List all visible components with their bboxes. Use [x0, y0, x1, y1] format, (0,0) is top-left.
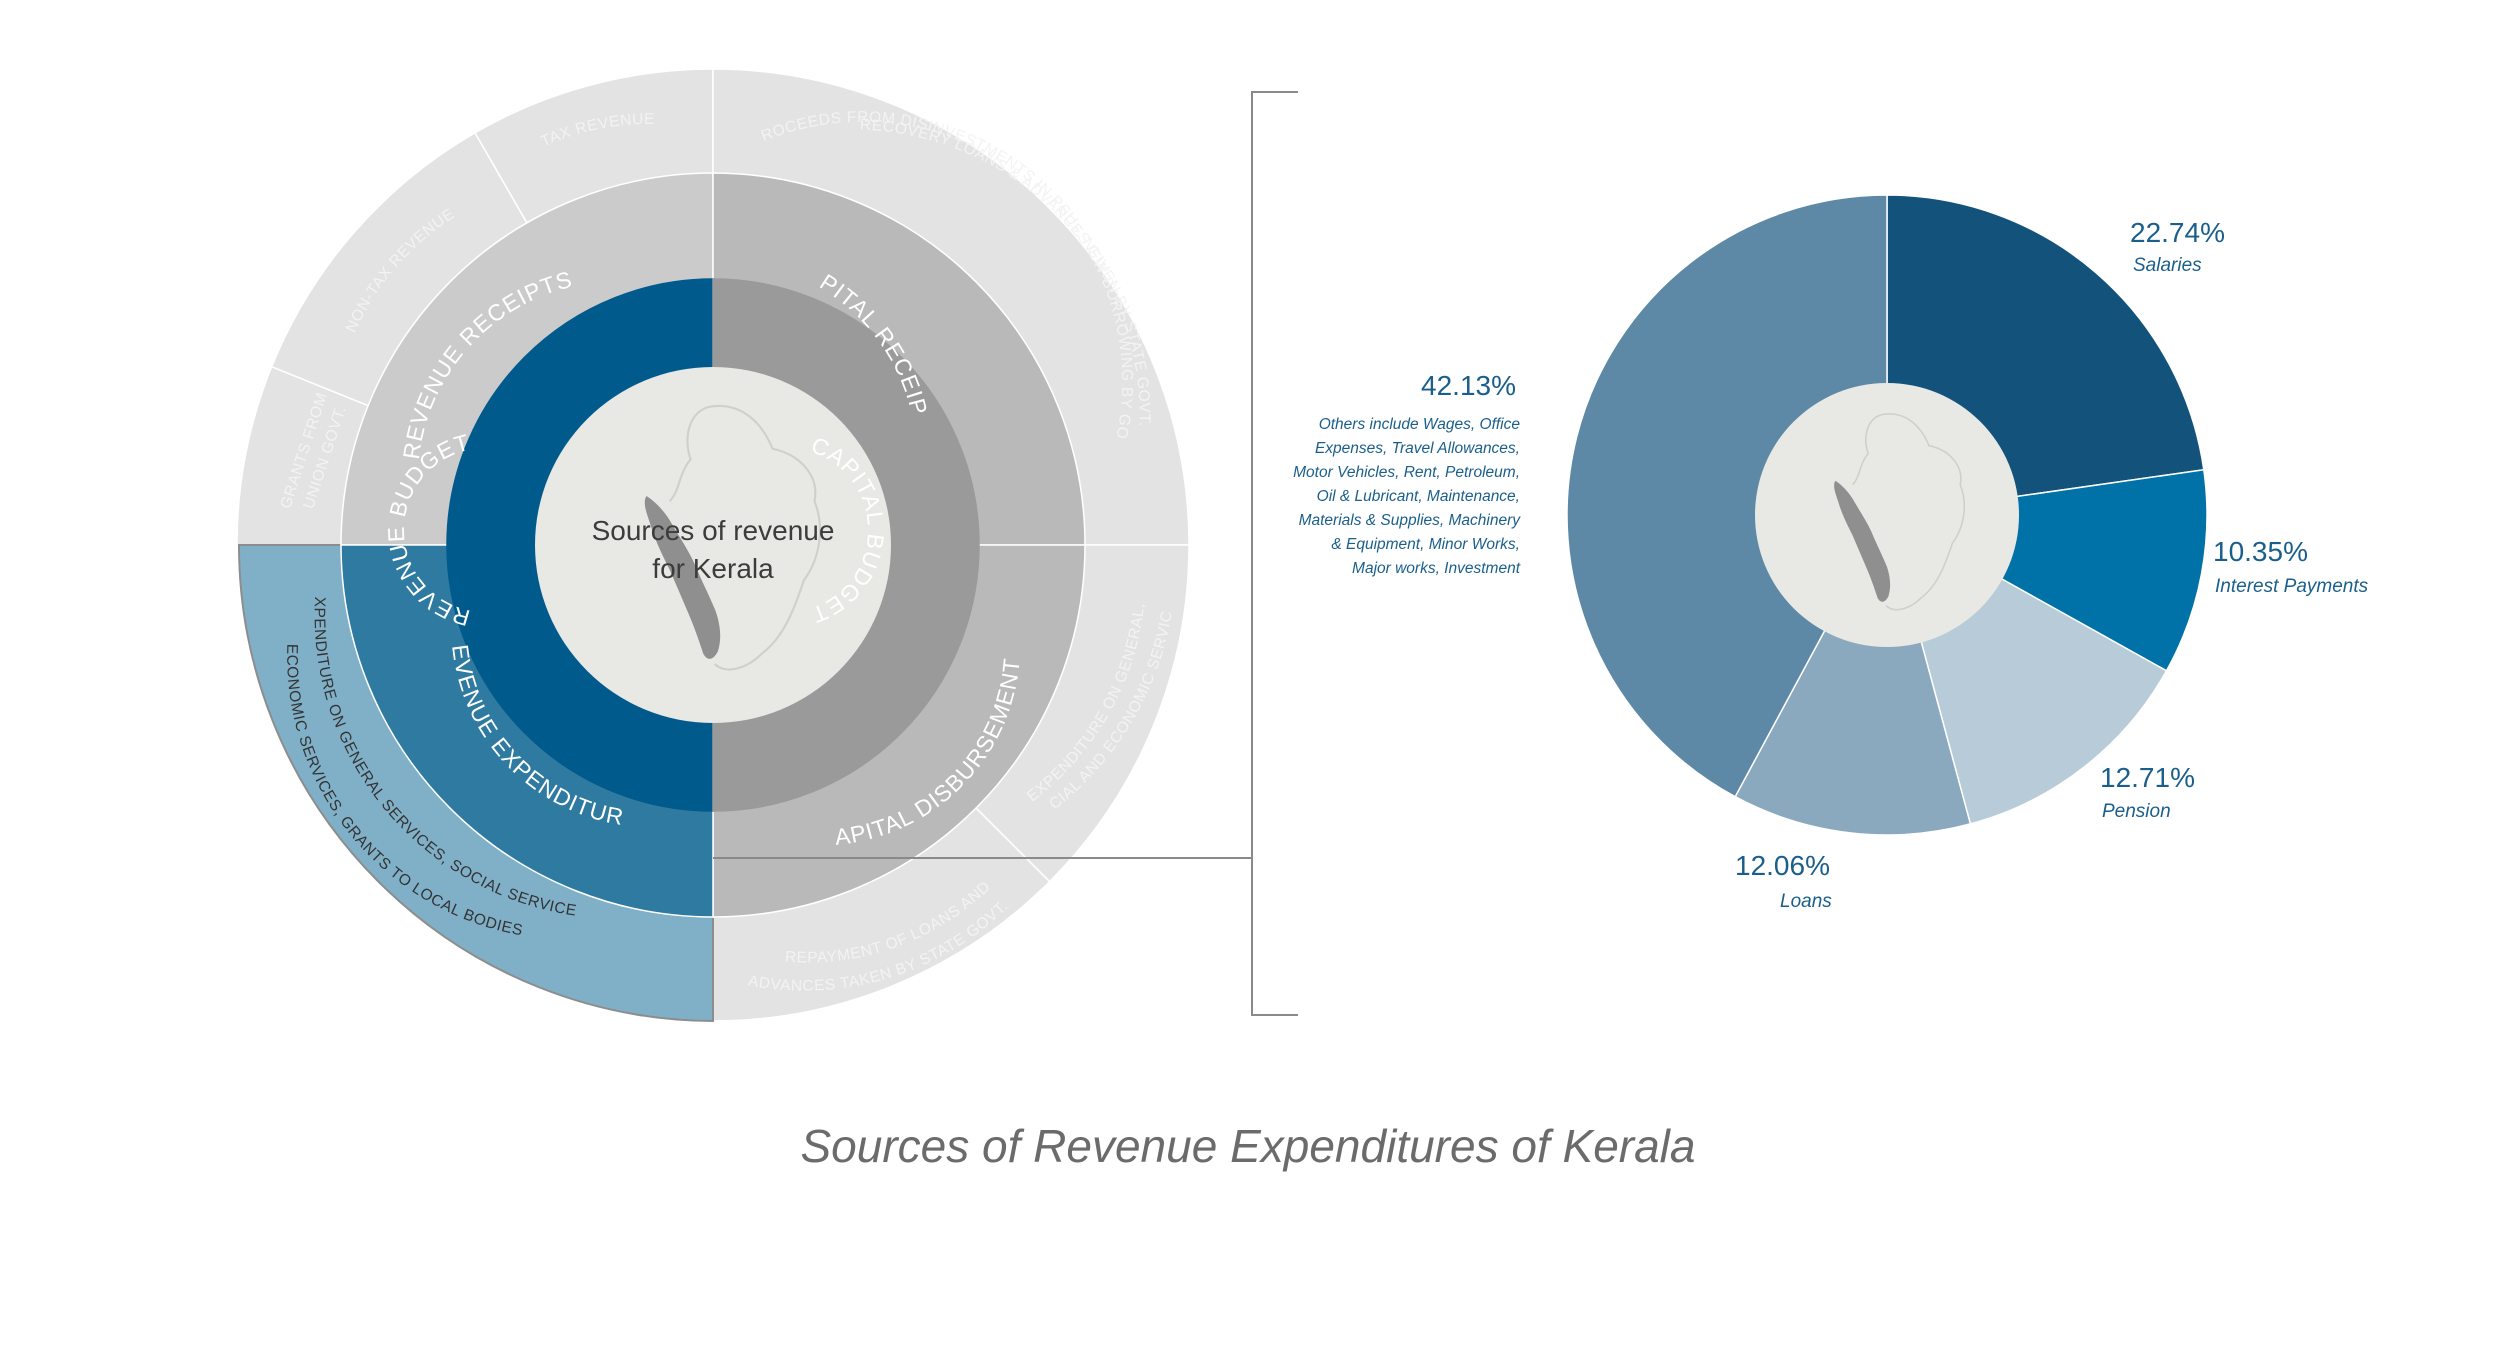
pie-cat-salaries: Salaries	[2133, 255, 2202, 276]
pie-pct-pension: 12.71%	[2100, 762, 2195, 793]
pie-cat-interest: Interest Payments	[2215, 576, 2369, 597]
figure-caption: Sources of Revenue Expenditures of Keral…	[801, 1120, 1696, 1172]
others-note-line: & Equipment, Minor Works,	[1331, 536, 1520, 553]
map-outline	[668, 404, 821, 671]
pie-center-map-icon	[1834, 413, 1966, 611]
kerala-map-shape	[644, 496, 721, 659]
others-note-line: Motor Vehicles, Rent, Petroleum,	[1293, 464, 1520, 481]
sunburst-center-disc	[535, 367, 891, 723]
sunburst-center-title-line1: Sources of revenue	[592, 515, 835, 546]
sunburst-chart	[236, 68, 1190, 1023]
others-note-line: Others include Wages, Office	[1319, 416, 1521, 433]
others-note-line: Oil & Lubricant, Maintenance,	[1317, 488, 1520, 505]
bracket-connector	[713, 91, 1298, 1016]
pie-pct-interest: 10.35%	[2213, 536, 2308, 567]
pie-cat-loans: Loans	[1780, 891, 1832, 912]
kerala-map-shape	[1834, 480, 1891, 602]
pie-pct-salaries: 22.74%	[2130, 217, 2225, 248]
pie-pct-others: 42.13%	[1421, 370, 1516, 401]
others-note-line: Materials & Supplies, Machinery	[1299, 512, 1522, 529]
pie-center-disc	[1755, 383, 2019, 647]
sunburst-center-title-line2: for Kerala	[652, 553, 774, 584]
pie-pct-loans: 12.06%	[1735, 850, 1830, 881]
pie-slice-others	[1566, 194, 1888, 798]
map-outline	[1851, 413, 1966, 611]
sunburst-center-map-icon	[644, 404, 821, 671]
others-note: Others include Wages, Office Expenses, T…	[1293, 416, 1521, 577]
others-note-line: Expenses, Travel Allowances,	[1315, 440, 1520, 457]
pie-cat-pension: Pension	[2102, 801, 2171, 822]
pie-slice-loans	[1734, 512, 1972, 836]
others-note-line: Major works, Investment	[1352, 560, 1521, 577]
pie-chart	[1566, 194, 2208, 836]
pie-labels: 22.74% Salaries 10.35% Interest Payments…	[1293, 217, 2368, 912]
